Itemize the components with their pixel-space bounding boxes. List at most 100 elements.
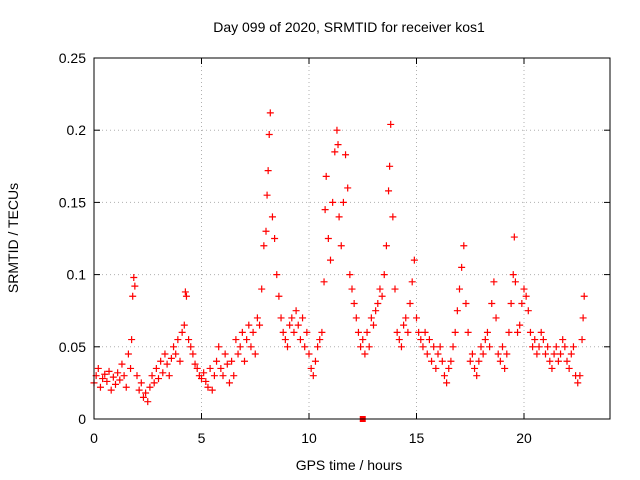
- data-point: [475, 357, 483, 365]
- data-point: [286, 321, 294, 329]
- data-point: [327, 256, 334, 264]
- y-axis-label: SRMTID / TECUs: [5, 183, 21, 293]
- data-point: [329, 198, 337, 206]
- data-point: [432, 364, 440, 372]
- data-point: [546, 357, 554, 365]
- data-point: [210, 372, 218, 380]
- y-tick-label: 0: [78, 411, 86, 427]
- data-point: [181, 288, 189, 296]
- data-point: [415, 328, 423, 336]
- data-point: [296, 336, 304, 344]
- x-tick-label: 0: [90, 430, 98, 446]
- data-point: [397, 343, 405, 351]
- data-point: [483, 328, 491, 336]
- data-point: [225, 379, 233, 387]
- data-point: [265, 131, 273, 139]
- data-point: [288, 314, 296, 322]
- data-point: [277, 314, 285, 322]
- data-point: [417, 336, 425, 344]
- x-tick-label: 10: [301, 430, 317, 446]
- data-point: [167, 354, 175, 362]
- data-point: [234, 350, 242, 358]
- data-point: [533, 350, 541, 358]
- data-point: [94, 364, 102, 372]
- data-point: [198, 375, 205, 383]
- data-points: [90, 109, 588, 422]
- data-point: [260, 242, 268, 250]
- data-point: [303, 328, 311, 336]
- y-tick-label: 0.05: [59, 339, 86, 355]
- data-point: [466, 357, 474, 365]
- data-point: [172, 350, 180, 358]
- data-point: [443, 379, 451, 387]
- data-point: [133, 372, 141, 380]
- data-point: [385, 187, 393, 195]
- data-point: [105, 367, 113, 375]
- data-point: [460, 242, 468, 250]
- grid: [94, 58, 610, 419]
- data-point: [339, 198, 347, 206]
- data-point: [505, 328, 513, 336]
- data-point: [253, 314, 261, 322]
- data-point: [436, 343, 444, 351]
- plot-frame: [93, 57, 611, 420]
- data-point: [535, 343, 543, 351]
- data-point: [539, 336, 547, 344]
- data-point: [402, 314, 410, 322]
- data-point: [428, 357, 436, 365]
- data-point: [135, 386, 143, 394]
- data-point: [128, 336, 136, 344]
- data-point: [531, 336, 539, 344]
- data-point: [157, 357, 165, 365]
- data-point: [215, 343, 223, 351]
- data-point: [316, 336, 324, 344]
- data-point: [380, 271, 388, 279]
- data-point: [346, 271, 354, 279]
- data-point: [552, 343, 560, 351]
- data-point: [103, 377, 111, 385]
- data-point: [367, 314, 375, 322]
- data-point: [182, 292, 190, 300]
- data-point: [473, 372, 481, 380]
- data-point: [354, 328, 362, 336]
- data-point: [529, 343, 537, 351]
- data-point: [161, 350, 169, 358]
- data-point: [118, 360, 126, 368]
- data-point: [294, 321, 302, 329]
- data-point: [542, 350, 549, 358]
- data-point: [170, 343, 178, 351]
- data-point: [494, 350, 502, 358]
- data-point: [264, 167, 272, 175]
- data-point: [279, 328, 287, 336]
- data-point: [331, 148, 339, 156]
- data-point: [178, 328, 186, 336]
- data-point: [299, 314, 307, 322]
- data-point: [221, 350, 229, 358]
- data-point: [191, 360, 199, 368]
- data-point: [548, 364, 556, 372]
- data-point: [324, 235, 332, 242]
- data-point: [522, 292, 530, 300]
- data-point: [217, 364, 225, 372]
- data-point: [501, 364, 509, 372]
- data-point: [516, 321, 524, 329]
- data-point: [352, 314, 360, 322]
- data-point: [335, 213, 343, 221]
- data-point: [563, 357, 571, 365]
- data-point: [357, 343, 365, 351]
- data-point: [578, 336, 586, 344]
- x-tick-label: 5: [198, 430, 206, 446]
- data-point: [193, 364, 201, 372]
- data-point: [292, 307, 300, 315]
- data-point: [511, 278, 519, 286]
- data-point: [507, 299, 515, 307]
- data-point: [579, 314, 587, 322]
- data-point: [447, 357, 455, 365]
- data-point: [387, 120, 395, 128]
- data-point: [311, 357, 319, 365]
- data-point: [462, 299, 470, 307]
- data-point: [395, 336, 403, 344]
- x-axis-label: GPS time / hours: [296, 457, 403, 473]
- data-point: [438, 357, 446, 365]
